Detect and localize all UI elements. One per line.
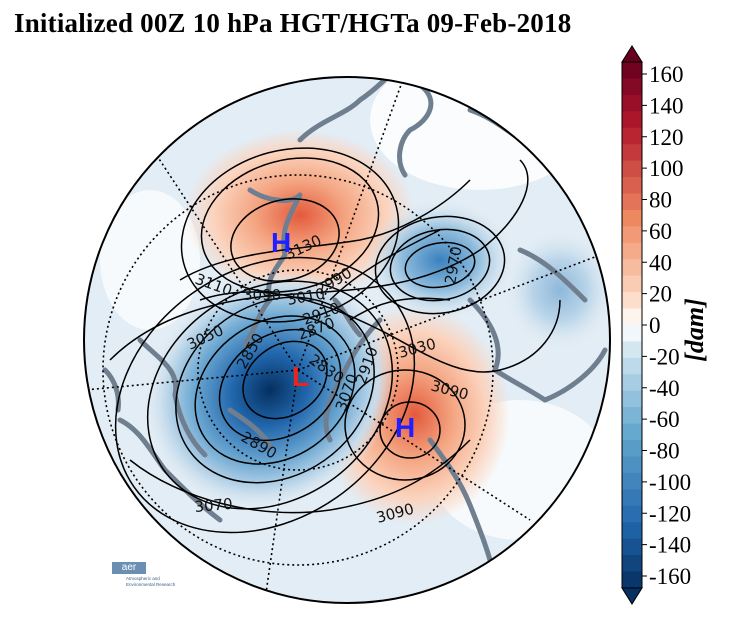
colorbar-tick-label: 140 — [649, 93, 684, 118]
colorbar-segment — [622, 407, 642, 425]
colorbar-segment — [622, 209, 642, 227]
colorbar-segment — [622, 472, 642, 490]
colorbar-segment — [622, 538, 642, 556]
colorbar-tick-label: 80 — [649, 188, 672, 213]
colorbar-segment — [622, 127, 642, 145]
colorbar-segment — [622, 78, 642, 96]
colorbar-segment — [622, 489, 642, 507]
colorbar-tick-label: 60 — [649, 219, 672, 244]
colorbar-segment — [622, 555, 642, 573]
colorbar-tick-label: -120 — [649, 501, 691, 526]
contour-label: 3070 — [194, 495, 234, 516]
colorbar-segment — [622, 111, 642, 129]
colorbar-tick-label: 120 — [649, 125, 684, 150]
colorbar-segment — [622, 275, 642, 293]
colorbar-tick-label: -160 — [649, 564, 691, 589]
colorbar-tick-label: 160 — [649, 62, 684, 87]
colorbar-tick-label: -40 — [649, 376, 680, 401]
aer-logo: aer Atmospheric and Environmental Resear… — [112, 562, 175, 588]
contour-label: 3090 — [243, 286, 281, 304]
colorbar-segment — [622, 160, 642, 178]
colorbar-tick-label: 100 — [649, 156, 684, 181]
colorbar-segment — [622, 423, 642, 441]
colorbar-segment — [622, 341, 642, 359]
colorbar-tick-label: -60 — [649, 407, 680, 432]
colorbar-segment — [622, 292, 642, 310]
colorbar-tick-label: 40 — [649, 250, 672, 275]
colorbar-segment — [622, 440, 642, 457]
colorbar-tick-label: -100 — [649, 470, 691, 495]
colorbar-tick-label: 0 — [649, 313, 661, 338]
colorbar-segment — [622, 226, 642, 244]
colorbar-unit-label: [dam] — [680, 298, 709, 362]
high-pressure-center-north: H — [271, 227, 291, 258]
low-pressure-center: L — [292, 361, 309, 392]
logo-text: Atmospheric and Environmental Research — [126, 576, 176, 587]
high-pressure-center-south: H — [395, 412, 415, 443]
logo-mark: aer — [112, 562, 146, 574]
colorbar-ticks: 160 140 120 100 80 60 40 20 0 -20 -40 -60 -80 -100 -12… — [642, 62, 691, 589]
colorbar-segment — [622, 62, 642, 79]
colorbar-tick-label: -80 — [649, 439, 680, 464]
colorbar-tick-label: -20 — [649, 344, 680, 369]
colorbar-segment — [622, 193, 642, 211]
colorbar-segment — [622, 308, 642, 326]
colorbar-segment — [622, 259, 642, 277]
negative-anomaly-center — [144, 269, 396, 511]
colorbar-segment — [622, 390, 642, 408]
colorbar-bar — [622, 62, 642, 589]
colorbar-segment — [622, 571, 642, 589]
colorbar-segment — [622, 242, 642, 260]
colorbar-segment — [622, 505, 642, 523]
colorbar-segment — [622, 325, 642, 342]
map-boundary — [83, 76, 611, 604]
colorbar-segment — [622, 357, 642, 375]
colorbar-segment — [622, 177, 642, 194]
colorbar-segment — [622, 522, 642, 540]
negative-anomaly-east — [365, 200, 515, 320]
height-contours — [109, 147, 561, 534]
colorbar-segment — [622, 374, 642, 392]
colorbar-min-arrow — [621, 587, 643, 605]
colorbar-segment — [622, 456, 642, 474]
colorbar-segment — [622, 94, 642, 112]
page-title: Initialized 00Z 10 hPa HGT/HGTa 09-Feb-2… — [14, 8, 572, 38]
colorbar-max-arrow — [621, 45, 643, 63]
colorbar-tick-label: -140 — [649, 533, 691, 558]
colorbar-tick-label: 20 — [649, 282, 672, 307]
colorbar-segment — [622, 144, 642, 162]
